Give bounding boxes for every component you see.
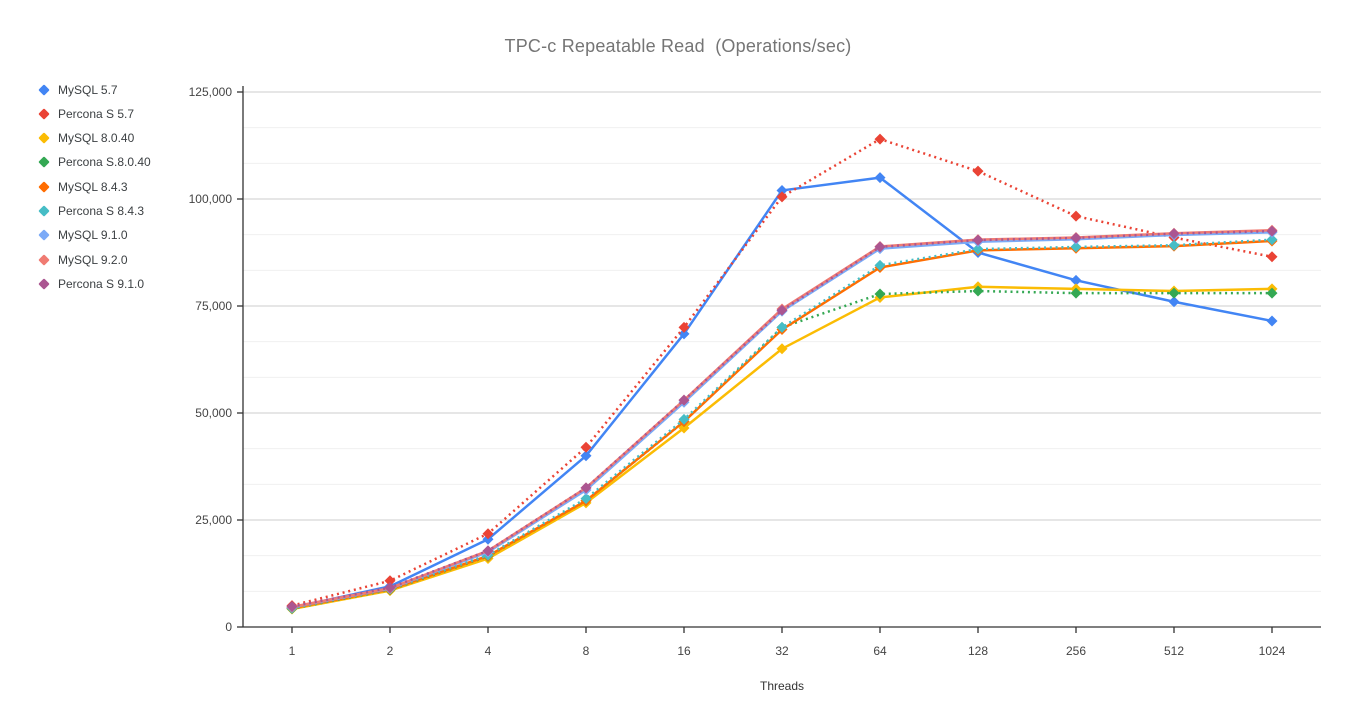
legend-label: Percona S 9.1.0 [58, 276, 145, 291]
series-line-percona-s-8-4-3 [291, 238, 1273, 610]
data-point-diamond-icon [384, 575, 396, 587]
series-line-mysql-5-7 [291, 176, 1273, 609]
series-line-percona-s-5-7 [291, 137, 1273, 607]
y-tick-label: 100,000 [189, 192, 233, 206]
data-point-diamond-icon [678, 413, 690, 425]
series-line-percona-s-8-0-40 [291, 289, 1272, 610]
data-point-diamond-icon [776, 184, 788, 196]
data-point-diamond-icon [1168, 228, 1180, 240]
data-point-diamond-icon [874, 288, 886, 300]
data-point-diamond-icon [1070, 210, 1082, 222]
x-tick-label: 64 [873, 644, 887, 658]
legend-item-percona-s-5-7: Percona S 5.7 [38, 106, 151, 121]
data-point-diamond-icon [874, 133, 886, 145]
data-point-diamond-icon [776, 321, 788, 333]
legend-item-mysql-8-4-3: MySQL 8.4.3 [38, 179, 151, 194]
data-point-diamond-icon [286, 600, 298, 612]
data-point-diamond-icon [482, 545, 494, 557]
x-tick-label: 4 [485, 644, 492, 658]
legend-item-mysql-8-0-40: MySQL 8.0.40 [38, 131, 151, 146]
y-tick-label: 0 [225, 620, 232, 634]
data-point-diamond-icon [384, 582, 396, 594]
series-markers-mysql-9-2-0 [286, 224, 1278, 613]
data-point-diamond-icon [972, 243, 984, 255]
x-tick-label: 2 [387, 644, 394, 658]
legend-label: MySQL 9.1.0 [58, 228, 128, 243]
legend-item-percona-s-8-0-40: Percona S.8.0.40 [38, 155, 151, 170]
series-markers-percona-s-5-7 [286, 133, 1278, 612]
data-point-diamond-icon [580, 450, 592, 462]
legend-item-mysql-9-2-0: MySQL 9.2.0 [38, 252, 151, 267]
series-markers-percona-s-8-4-3 [286, 234, 1278, 614]
data-point-diamond-icon [874, 259, 886, 271]
data-point-diamond-icon [874, 241, 886, 253]
x-tick-label: 256 [1066, 644, 1086, 658]
data-point-diamond-icon [1168, 239, 1180, 251]
x-tick-label: 512 [1164, 644, 1184, 658]
data-point-diamond-icon [972, 234, 984, 246]
series-line-mysql-9-1-0 [291, 231, 1273, 609]
data-point-diamond-icon [1266, 234, 1278, 246]
data-point-diamond-icon [1070, 241, 1082, 253]
legend-label: Percona S.8.0.40 [58, 155, 151, 170]
legend-label: MySQL 8.4.3 [58, 179, 128, 194]
data-point-diamond-icon [874, 172, 886, 184]
series-line-mysql-9-2-0 [291, 228, 1273, 609]
series-line-percona-s-9-1-0 [291, 229, 1273, 608]
series-markers-mysql-9-1-0 [286, 226, 1278, 613]
x-tick-label: 1024 [1259, 644, 1286, 658]
data-point-diamond-icon [1266, 287, 1278, 299]
x-tick-label: 1 [289, 644, 296, 658]
data-point-diamond-icon [482, 528, 494, 540]
data-point-diamond-icon [1168, 287, 1180, 299]
data-point-diamond-icon [580, 493, 592, 505]
data-point-diamond-icon [678, 328, 690, 340]
y-tick-label: 50,000 [195, 406, 232, 420]
series-markers-mysql-5-7 [286, 172, 1278, 614]
x-tick-label: 128 [968, 644, 988, 658]
legend-label: Percona S 8.4.3 [58, 203, 145, 218]
x-tick-label: 16 [677, 644, 691, 658]
legend-item-mysql-5-7: MySQL 5.7 [38, 82, 151, 97]
data-point-diamond-icon [580, 482, 592, 494]
legend-label: Percona S 5.7 [58, 106, 135, 121]
legend-item-percona-s-9-1-0: Percona S 9.1.0 [38, 276, 151, 291]
legend-item-mysql-9-1-0: MySQL 9.1.0 [38, 228, 151, 243]
data-point-diamond-icon [972, 285, 984, 297]
data-point-diamond-icon [776, 343, 788, 355]
legend-label: MySQL 9.2.0 [58, 252, 128, 267]
y-tick-label: 75,000 [195, 299, 232, 313]
legend: MySQL 5.7 Percona S 5.7 MySQL 8.0.40 Percon… [38, 82, 151, 291]
y-tick-label: 25,000 [195, 513, 232, 527]
data-point-diamond-icon [1266, 315, 1278, 327]
series-line-mysql-8-4-3 [291, 239, 1273, 610]
y-tick-label: 125,000 [189, 85, 233, 99]
x-tick-label: 8 [583, 644, 590, 658]
data-point-diamond-icon [482, 533, 494, 545]
data-point-diamond-icon [1070, 287, 1082, 299]
legend-label: MySQL 5.7 [58, 82, 118, 97]
data-point-diamond-icon [1070, 232, 1082, 244]
series-line-mysql-8-0-40 [291, 285, 1273, 611]
series-markers-percona-s-9-1-0 [286, 225, 1278, 612]
data-point-diamond-icon [678, 394, 690, 406]
x-tick-label: 32 [775, 644, 789, 658]
data-point-diamond-icon [580, 441, 592, 453]
data-point-diamond-icon [1168, 296, 1180, 308]
data-point-diamond-icon [1266, 225, 1278, 237]
data-point-diamond-icon [776, 304, 788, 316]
data-point-diamond-icon [678, 321, 690, 333]
x-axis-title: Threads [759, 679, 805, 693]
legend-label: MySQL 8.0.40 [58, 131, 135, 146]
data-point-diamond-icon [1070, 274, 1082, 286]
data-point-diamond-icon [776, 191, 788, 203]
data-point-diamond-icon [972, 165, 984, 177]
legend-item-percona-s-8-4-3: Percona S 8.4.3 [38, 203, 151, 218]
chart-title: TPC-c Repeatable Read (Operations/sec) [504, 36, 852, 56]
data-point-diamond-icon [1266, 251, 1278, 263]
